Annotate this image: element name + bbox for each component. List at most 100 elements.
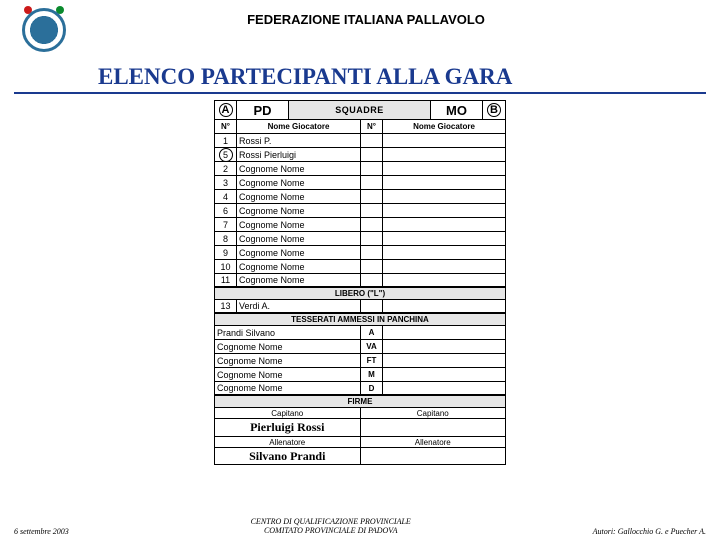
libero-num: 13 — [215, 300, 237, 312]
player-num: 8 — [215, 232, 237, 245]
player-name: Cognome Nome — [237, 260, 361, 273]
tesserato-blank — [383, 340, 505, 353]
tesserato-name: Prandi Silvano — [215, 326, 361, 339]
libero-name-b — [383, 300, 505, 312]
tesserato-blank — [383, 368, 505, 381]
player-name: Cognome Nome — [237, 190, 361, 203]
player-row: 1Rossi P. — [214, 133, 506, 147]
tesserato-row: Cognome NomeM — [214, 367, 506, 381]
col-num-b: N° — [361, 120, 383, 133]
player-name-b — [383, 232, 505, 245]
tesserato-blank — [383, 326, 505, 339]
tesserati-banner: TESSERATI AMMESSI IN PANCHINA — [214, 313, 506, 325]
coach-signature-b — [361, 448, 506, 464]
player-name-b — [383, 162, 505, 175]
player-row: 10Cognome Nome — [214, 259, 506, 273]
player-num: 11 — [215, 274, 237, 286]
player-num: 1 — [215, 134, 237, 147]
coach-signature: Silvano Prandi — [215, 448, 361, 464]
col-num-a: N° — [215, 120, 237, 133]
captain-signature-b — [361, 419, 506, 436]
tesserato-role: M — [361, 368, 383, 381]
player-num-b — [361, 162, 383, 175]
player-name-b — [383, 204, 505, 217]
player-num-b — [361, 274, 383, 286]
captain-signature: Pierluigi Rossi — [215, 419, 361, 436]
player-num: 5 — [215, 148, 237, 161]
squadre-label: SQUADRE — [289, 101, 431, 119]
player-num: 9 — [215, 246, 237, 259]
player-row: 9Cognome Nome — [214, 245, 506, 259]
player-num: 6 — [215, 204, 237, 217]
team-b-code: MO — [431, 101, 483, 119]
firme-banner: FIRME — [214, 395, 506, 407]
roster-form: A PD SQUADRE MO B N° Nome Giocatore N° N… — [214, 100, 506, 465]
player-name: Cognome Nome — [237, 274, 361, 286]
header-rule — [14, 92, 706, 94]
tesserato-name: Cognome Nome — [215, 368, 361, 381]
footer-center-1: CENTRO DI QUALIFICAZIONE PROVINCIALE — [69, 517, 593, 527]
tesserato-role: VA — [361, 340, 383, 353]
captain-label-b: Capitano — [361, 408, 506, 418]
page-title: ELENCO PARTECIPANTI ALLA GARA — [98, 64, 706, 90]
player-row: 8Cognome Nome — [214, 231, 506, 245]
player-row: 5Rossi Pierluigi — [214, 147, 506, 161]
player-row: 3Cognome Nome — [214, 175, 506, 189]
tesserato-row: Cognome NomeD — [214, 381, 506, 395]
player-num: 2 — [215, 162, 237, 175]
tesserato-name: Cognome Nome — [215, 382, 361, 394]
player-name-b — [383, 176, 505, 189]
player-num: 3 — [215, 176, 237, 189]
player-num: 10 — [215, 260, 237, 273]
tesserato-blank — [383, 354, 505, 367]
player-num-b — [361, 218, 383, 231]
libero-name: Verdi A. — [237, 300, 361, 312]
player-name: Cognome Nome — [237, 204, 361, 217]
player-row: 6Cognome Nome — [214, 203, 506, 217]
libero-row: 13Verdi A. — [214, 299, 506, 313]
libero-num-b — [361, 300, 383, 312]
tesserato-row: Cognome NomeFT — [214, 353, 506, 367]
footer-date: 6 settembre 2003 — [14, 527, 69, 536]
player-num-b — [361, 232, 383, 245]
col-name-a: Nome Giocatore — [237, 120, 361, 133]
federation-title: FEDERAZIONE ITALIANA PALLAVOLO — [88, 12, 644, 27]
coach-label-a: Allenatore — [215, 437, 361, 447]
tesserato-row: Cognome NomeVA — [214, 339, 506, 353]
tesserato-role: A — [361, 326, 383, 339]
player-num-b — [361, 190, 383, 203]
player-name-b — [383, 134, 505, 147]
player-num: 7 — [215, 218, 237, 231]
player-row: 11Cognome Nome — [214, 273, 506, 287]
player-num: 4 — [215, 190, 237, 203]
player-name: Cognome Nome — [237, 218, 361, 231]
player-name-b — [383, 148, 505, 161]
footer-center-2: COMITATO PROVINCIALE DI PADOVA — [69, 526, 593, 536]
logo — [14, 6, 76, 60]
player-name-b — [383, 274, 505, 286]
player-num-b — [361, 134, 383, 147]
player-row: 4Cognome Nome — [214, 189, 506, 203]
captain-label-a: Capitano — [215, 408, 361, 418]
player-name: Cognome Nome — [237, 232, 361, 245]
player-num-b — [361, 246, 383, 259]
player-name: Cognome Nome — [237, 162, 361, 175]
player-name-b — [383, 260, 505, 273]
coach-label-b: Allenatore — [361, 437, 506, 447]
player-row: 7Cognome Nome — [214, 217, 506, 231]
player-name: Cognome Nome — [237, 176, 361, 189]
player-num-b — [361, 148, 383, 161]
footer-authors: Autori: Gallocchio G. e Puecher A. — [593, 527, 706, 536]
player-num-b — [361, 176, 383, 189]
team-b-letter: B — [483, 101, 505, 119]
tesserato-blank — [383, 382, 505, 394]
team-a-letter: A — [215, 101, 237, 119]
player-name: Rossi P. — [237, 134, 361, 147]
col-name-b: Nome Giocatore — [383, 120, 505, 133]
player-num-b — [361, 204, 383, 217]
team-a-code: PD — [237, 101, 289, 119]
tesserato-name: Cognome Nome — [215, 354, 361, 367]
player-name: Rossi Pierluigi — [237, 148, 361, 161]
player-name-b — [383, 190, 505, 203]
tesserato-role: D — [361, 382, 383, 394]
